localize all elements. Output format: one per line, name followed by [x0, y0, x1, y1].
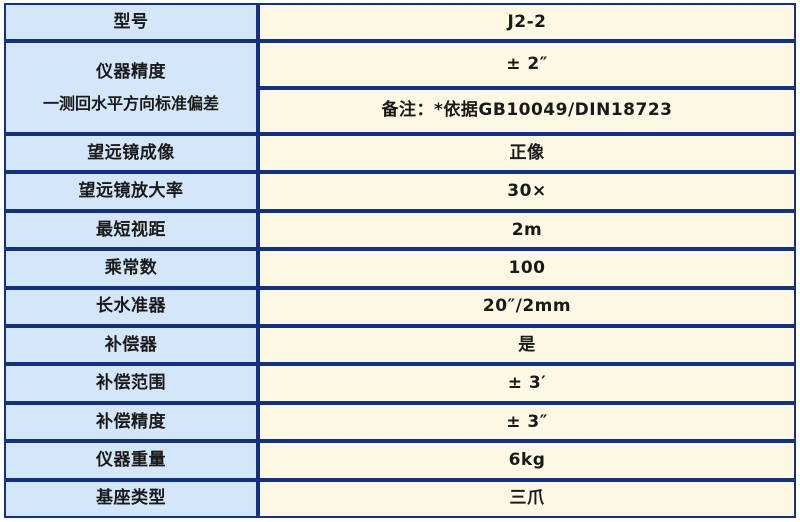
spec-label-weight: 仪器重量: [4, 441, 258, 480]
spec-label-compensation-accuracy: 补偿精度: [4, 402, 258, 442]
table-row: 补偿精度 ± 3″: [4, 402, 796, 442]
spec-value-plate-level: 20″/2mm: [258, 287, 796, 326]
spec-value-min-distance: 2m: [258, 210, 796, 250]
table-row: 基座类型 三爪: [4, 479, 796, 518]
spec-value-tribrach-type: 三爪: [258, 479, 796, 518]
spec-label-model: 型号: [4, 3, 258, 42]
spec-label-accuracy-line1: 仪器精度: [96, 62, 166, 83]
instrument-spec-table: 型号 J2-2 仪器精度 一测回水平方向标准偏差 ± 2″ 备注：*依据GB10…: [4, 3, 796, 518]
spec-value-telescope-image: 正像: [258, 134, 796, 173]
spec-value-compensation-range: ± 3′: [258, 364, 796, 403]
spec-value-compensation-accuracy: ± 3″: [258, 402, 796, 442]
table-row: 望远镜放大率 30×: [4, 172, 796, 211]
table-row: 补偿器 是: [4, 326, 796, 365]
table-row: 备注：*依据GB10049/DIN18723: [4, 87, 796, 135]
table-row: 仪器重量 6kg: [4, 441, 796, 480]
spec-value-accuracy: ± 2″: [258, 41, 796, 88]
table-row: 望远镜成像 正像: [4, 134, 796, 173]
table-row: 乘常数 100: [4, 249, 796, 288]
table-row: 长水准器 20″/2mm: [4, 287, 796, 326]
spec-value-accuracy-note: 备注：*依据GB10049/DIN18723: [258, 87, 796, 135]
spec-label-tribrach-type: 基座类型: [4, 479, 258, 518]
table-row: 仪器精度 一测回水平方向标准偏差 ± 2″: [4, 41, 796, 135]
spec-label-plate-level: 长水准器: [4, 287, 258, 326]
spec-table-body: 型号 J2-2 仪器精度 一测回水平方向标准偏差 ± 2″ 备注：*依据GB10…: [4, 3, 796, 518]
spec-label-multiplier-constant: 乘常数: [4, 249, 258, 288]
spec-label-magnification: 望远镜放大率: [4, 172, 258, 211]
table-row: 最短视距 2m: [4, 210, 796, 250]
spec-value-magnification: 30×: [258, 172, 796, 211]
spec-value-multiplier-constant: 100: [258, 249, 796, 288]
spec-label-telescope-image: 望远镜成像: [4, 134, 258, 173]
spec-value-model: J2-2: [258, 3, 796, 42]
table-row: 型号 J2-2: [4, 3, 796, 42]
spec-label-accuracy: 仪器精度 一测回水平方向标准偏差: [4, 41, 258, 135]
table-row: 补偿范围 ± 3′: [4, 364, 796, 403]
spec-label-compensator: 补偿器: [4, 326, 258, 365]
spec-label-accuracy-line2: 一测回水平方向标准偏差: [42, 93, 219, 113]
spec-label-min-distance: 最短视距: [4, 210, 258, 250]
spec-value-compensator: 是: [258, 326, 796, 365]
spec-value-weight: 6kg: [258, 441, 796, 480]
spec-label-compensation-range: 补偿范围: [4, 364, 258, 403]
